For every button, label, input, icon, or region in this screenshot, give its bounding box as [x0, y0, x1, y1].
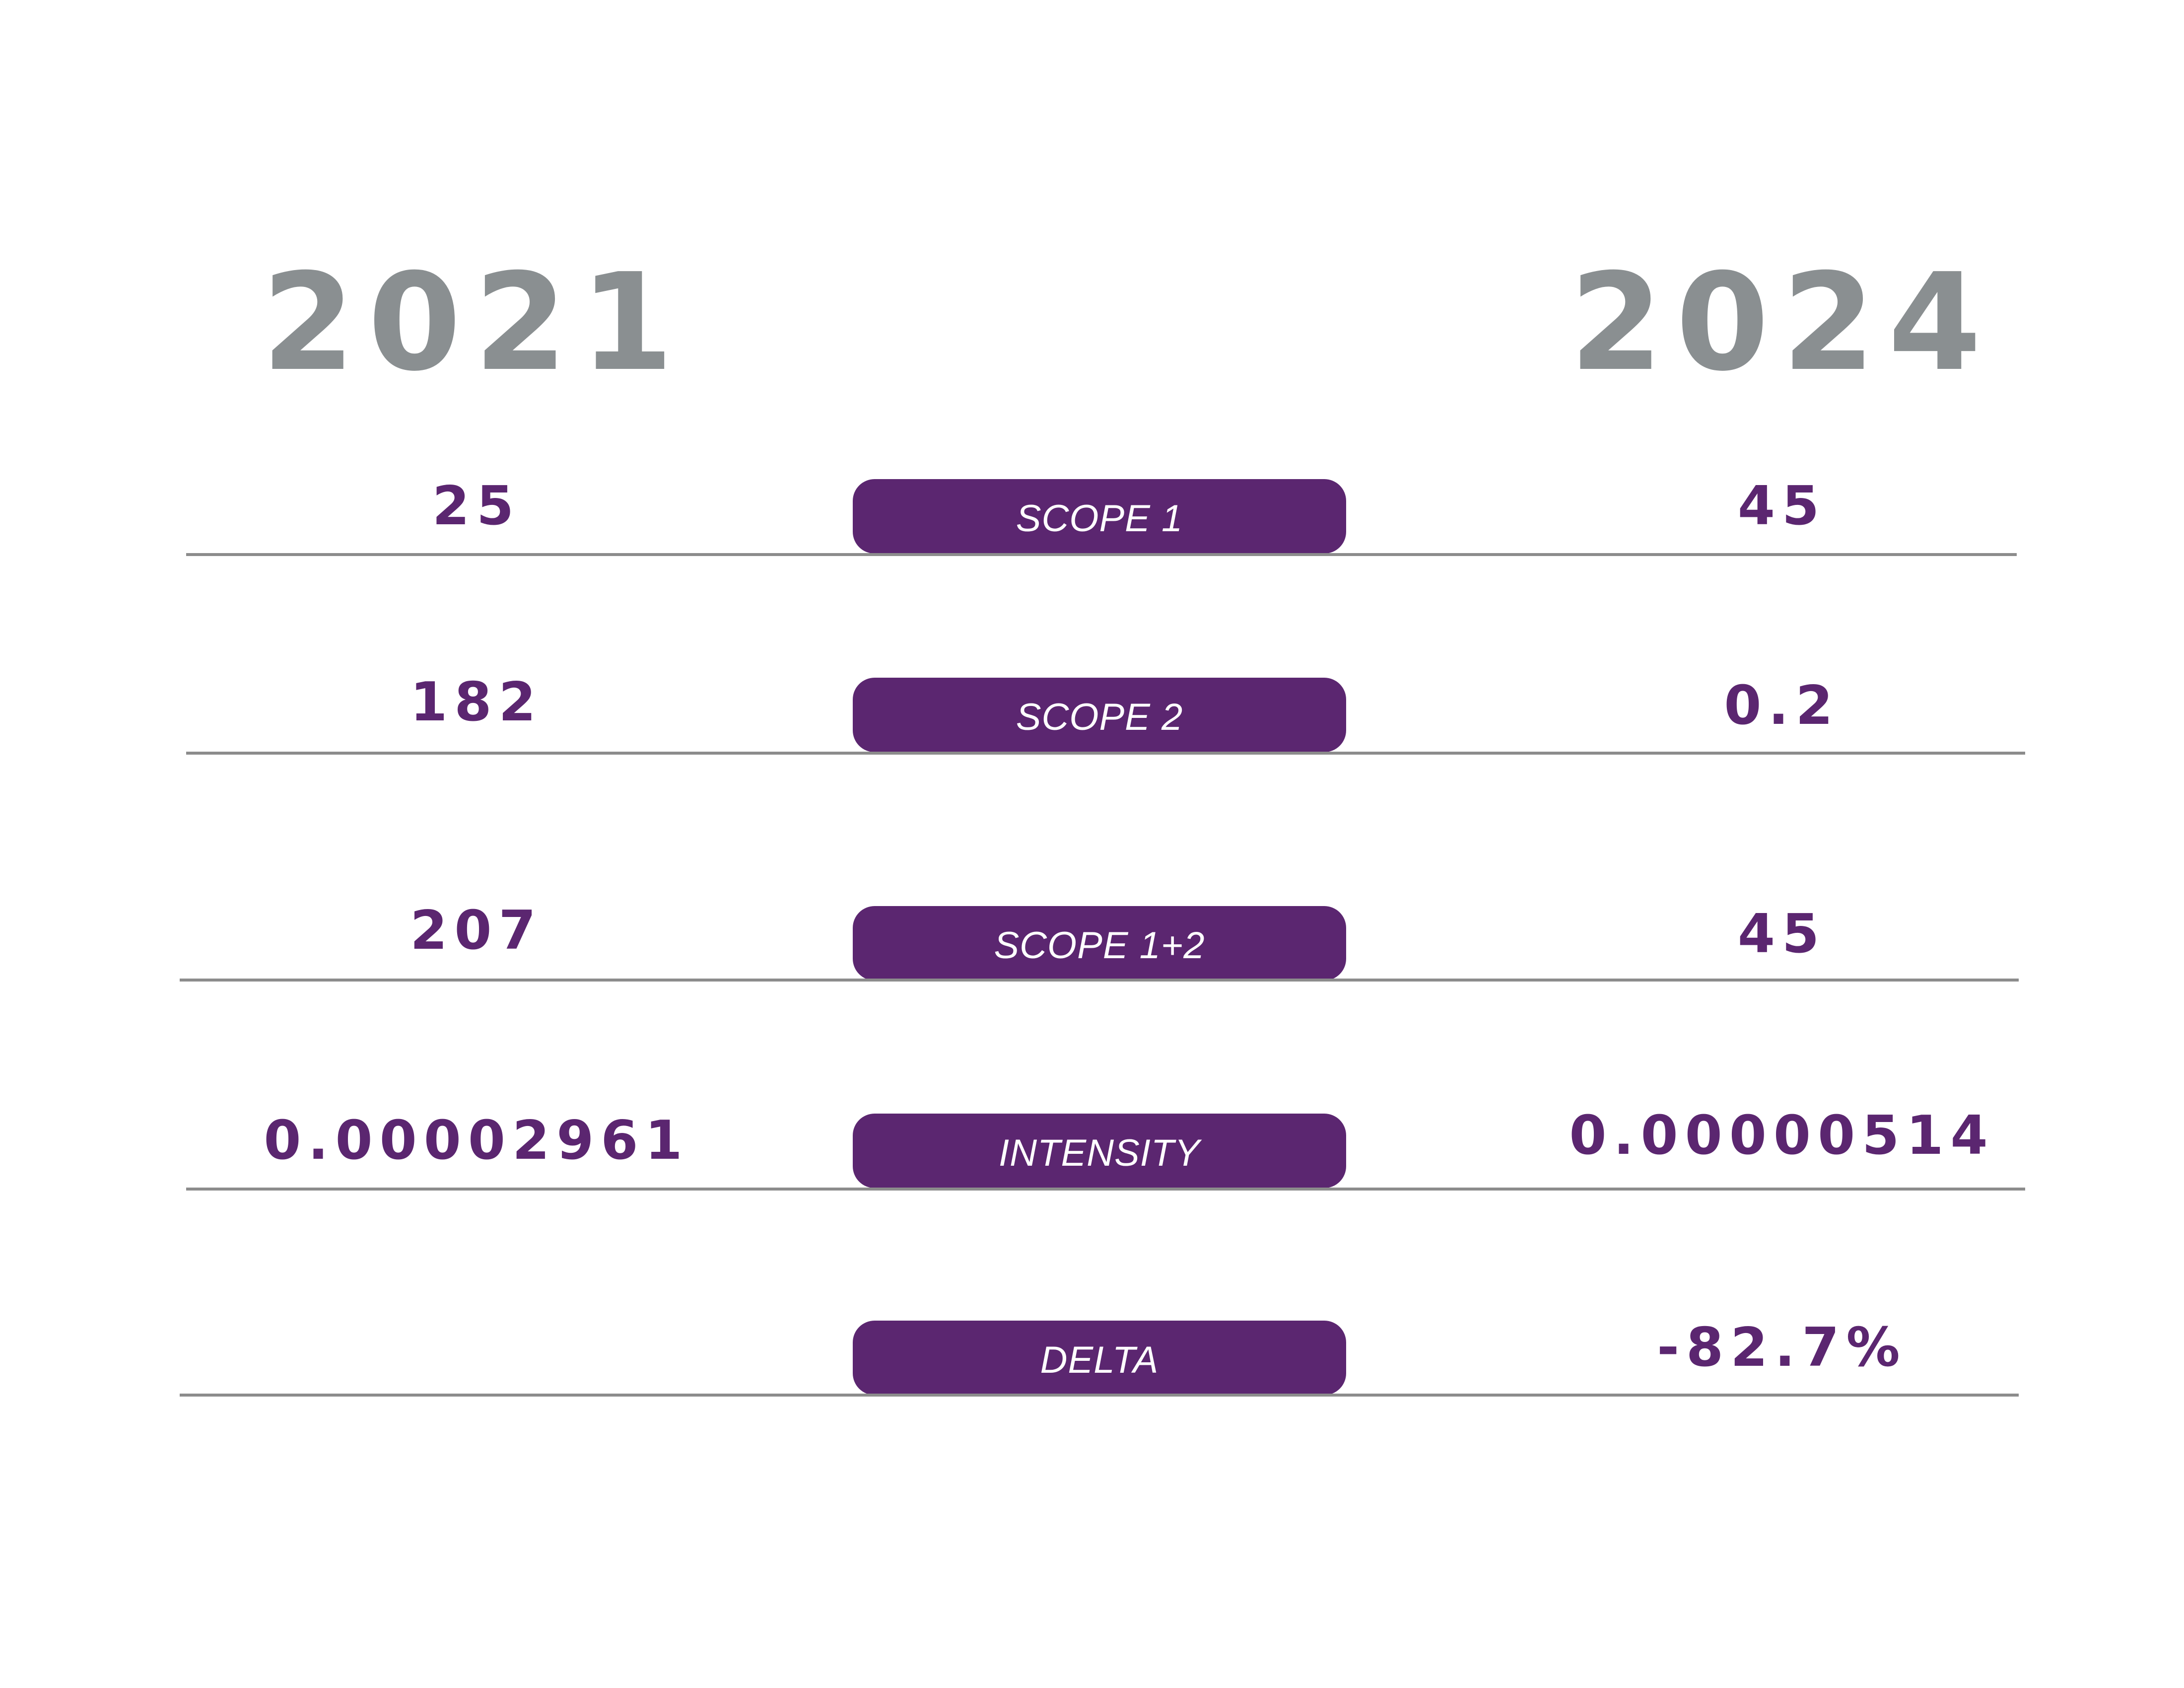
row-divider	[186, 553, 2017, 556]
row-divider	[186, 1188, 2025, 1191]
row-label-scope-2: SCOPE 2	[853, 678, 1346, 752]
value-2021-scope-1: 25	[432, 475, 521, 537]
row-label-intensity: INTENSITY	[853, 1114, 1346, 1188]
row-divider	[180, 979, 2019, 982]
row-label-delta: DELTA	[853, 1321, 1346, 1395]
value-2024-intensity: 0.00000514	[1569, 1105, 1995, 1167]
value-2021-scope-2: 182	[410, 671, 543, 733]
value-2021-intensity: 0.00002961	[264, 1110, 689, 1172]
value-2024-scope-1-2: 45	[1737, 903, 1827, 965]
value-2024-delta: -82.7%	[1657, 1317, 1907, 1379]
row-label-scope-1-2: SCOPE 1+2	[853, 906, 1346, 981]
value-2024-scope-1: 45	[1737, 475, 1827, 537]
value-2024-scope-2: 0.2	[1724, 675, 1840, 737]
value-2021-scope-1-2: 207	[410, 900, 543, 962]
row-divider	[186, 752, 2025, 755]
year-header-2024: 2024	[1570, 244, 1994, 401]
year-header-2021: 2021	[262, 244, 686, 401]
row-divider	[180, 1394, 2019, 1397]
row-label-scope-1: SCOPE 1	[853, 479, 1346, 554]
